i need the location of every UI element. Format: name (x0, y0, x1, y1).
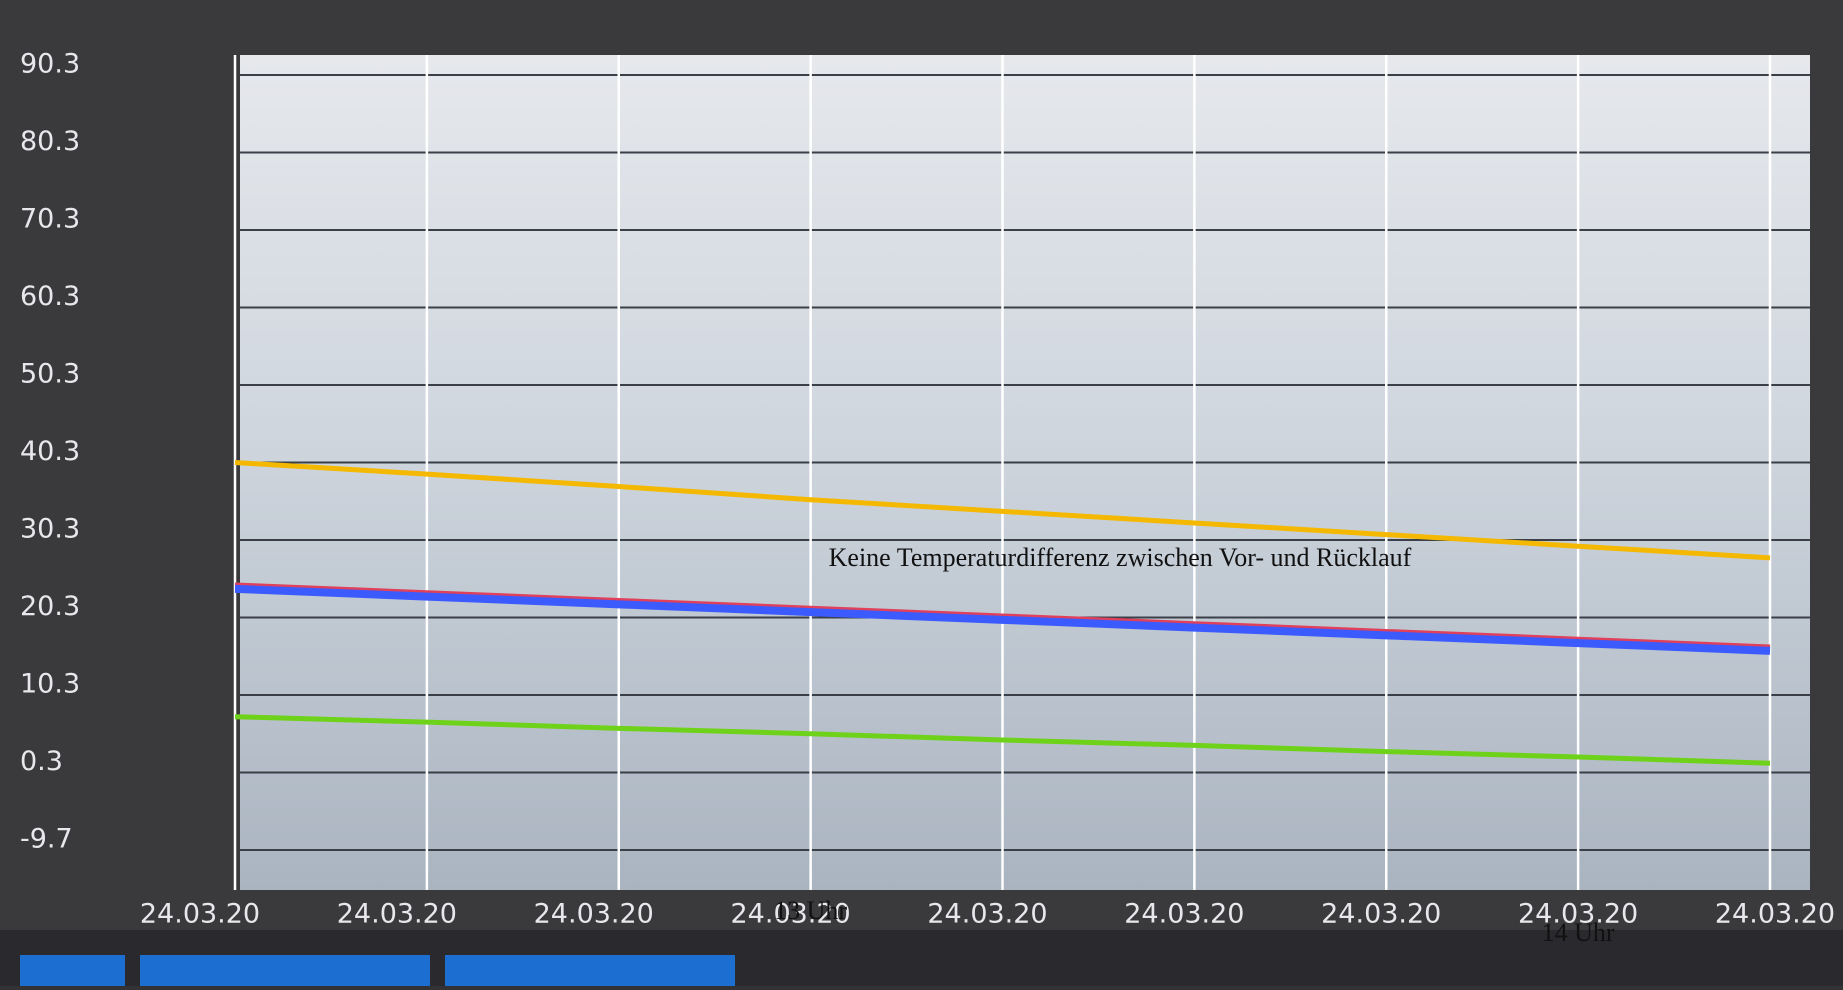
series-line (234, 584, 1771, 655)
toolbar-button[interactable] (445, 955, 735, 986)
toolbar-button[interactable] (20, 955, 125, 986)
x-tick-label: 24.03.20 (534, 899, 654, 930)
x-tick-label: 24.03.20 (1715, 899, 1835, 930)
x-tick-label: 24.03.20 (337, 899, 457, 930)
series-line (234, 714, 1771, 766)
toolbar-button[interactable] (140, 955, 430, 986)
annotation: Keine Temperaturdifferenz zwischen Vor- … (829, 543, 1412, 572)
plot-area (240, 55, 1810, 890)
y-tick-label: 60.3 (20, 281, 80, 312)
x-tick-label: 24.03.20 (1321, 899, 1441, 930)
x-tick-label: 24.03.20 (731, 899, 851, 930)
annotation: 14 Uhr (1542, 918, 1615, 947)
y-tick-label: 80.3 (20, 126, 80, 157)
x-tick-label: 24.03.20 (927, 899, 1047, 930)
x-tick-label: 24.03.20 (1124, 899, 1244, 930)
y-tick-label: 70.3 (20, 204, 80, 235)
y-tick-label: 90.3 (20, 49, 80, 80)
y-tick-label: 30.3 (20, 514, 80, 545)
y-tick-label: 10.3 (20, 669, 80, 700)
series-line (234, 460, 1771, 561)
y-tick-label: 50.3 (20, 359, 80, 390)
y-tick-label: 0.3 (20, 746, 63, 777)
y-tick-label: -9.7 (20, 824, 73, 855)
annotation: 13 Uhr (774, 896, 847, 925)
y-tick-label: 20.3 (20, 591, 80, 622)
y-tick-label: 40.3 (20, 436, 80, 467)
x-tick-label: 24.03.20 (1518, 899, 1638, 930)
x-tick-label: 24.03.20 (140, 899, 260, 930)
